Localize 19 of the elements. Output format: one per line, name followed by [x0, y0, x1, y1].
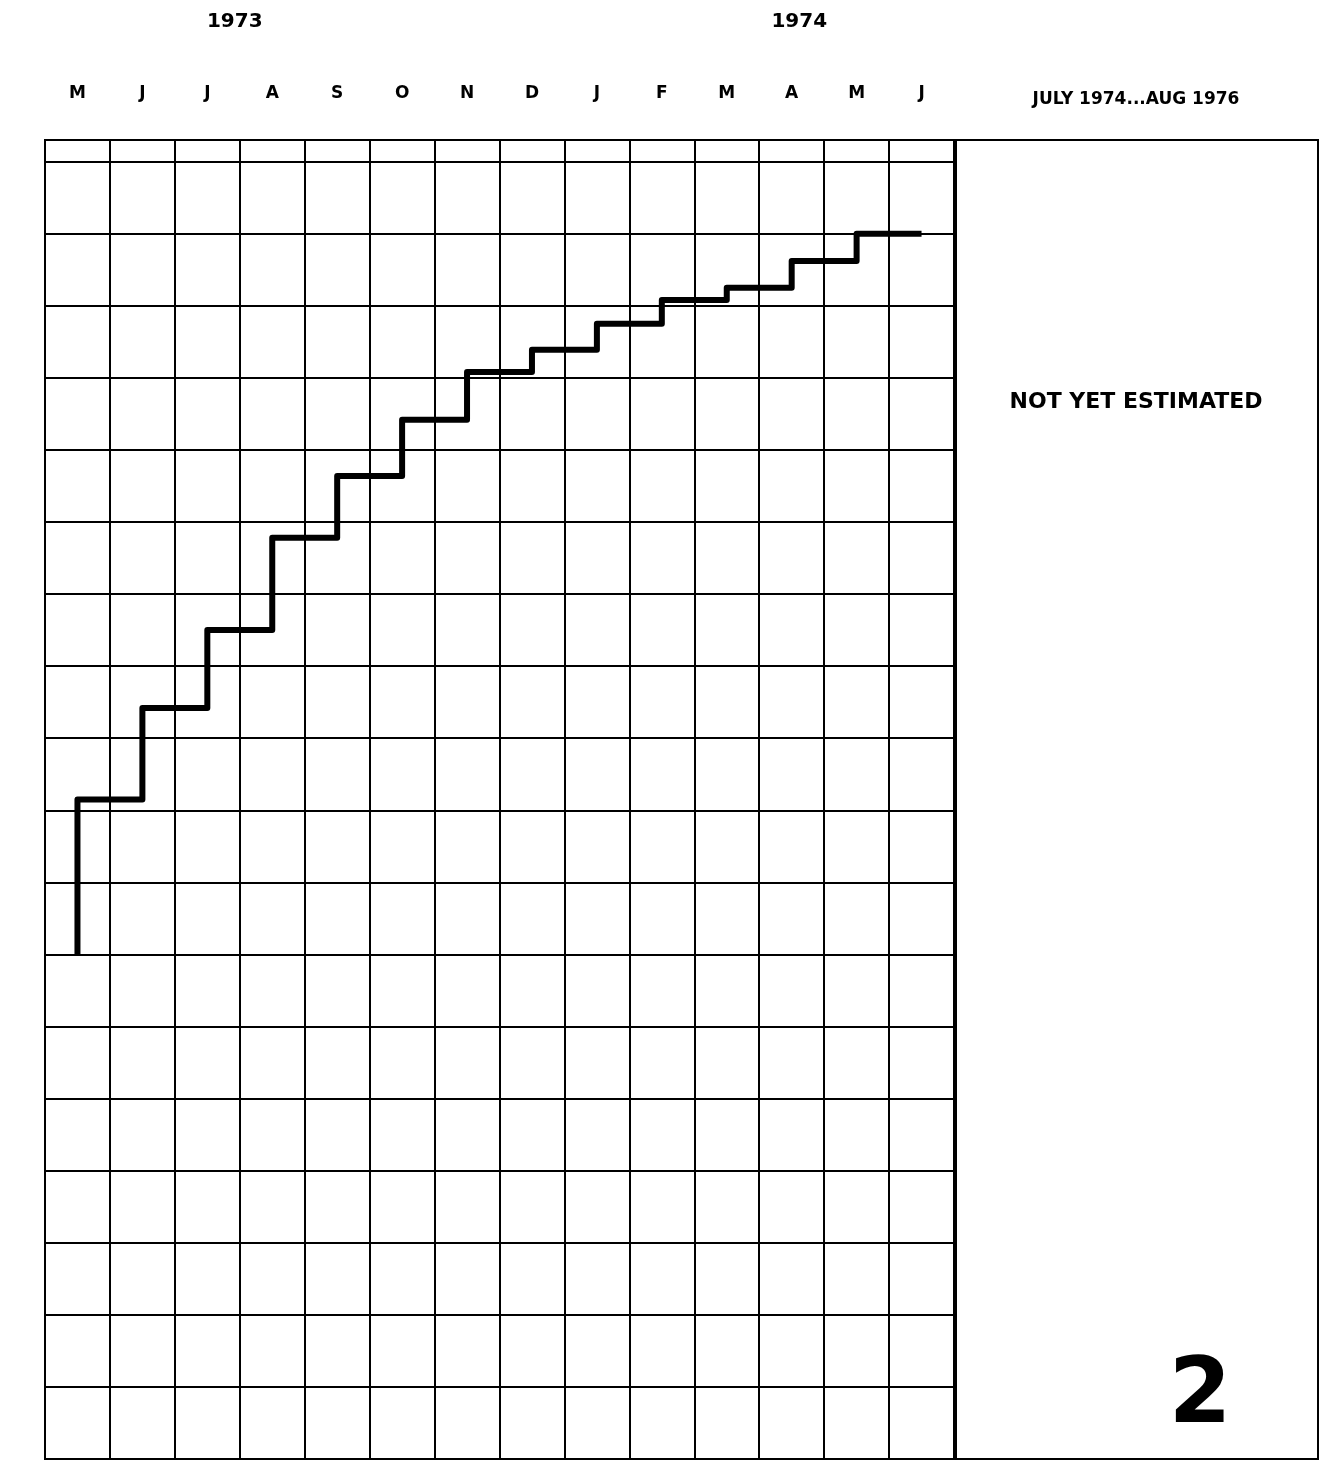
- x-tick-label: A: [265, 81, 280, 102]
- x-tick-label: N: [459, 81, 475, 102]
- x-tick-label: D: [524, 81, 540, 102]
- text: 2: [1168, 1337, 1232, 1443]
- text: 1974: [771, 8, 828, 32]
- x-tick-label: J: [203, 81, 211, 102]
- text: 1973: [206, 8, 263, 32]
- text: JULY 1974...AUG 1976: [1031, 88, 1240, 108]
- x-tick-label: M: [848, 81, 866, 102]
- x-tick-label: M: [69, 81, 86, 102]
- x-tick-label: J: [917, 81, 925, 102]
- x-tick-label: S: [331, 81, 344, 102]
- x-tick-label: J: [138, 81, 146, 102]
- x-tick-label: A: [785, 81, 800, 102]
- x-tick-label: O: [394, 81, 410, 102]
- x-tick-label: J: [592, 81, 601, 102]
- x-tick-label: M: [718, 81, 736, 102]
- x-tick-label: F: [656, 81, 668, 102]
- text: NOT YET ESTIMATED: [1009, 387, 1263, 413]
